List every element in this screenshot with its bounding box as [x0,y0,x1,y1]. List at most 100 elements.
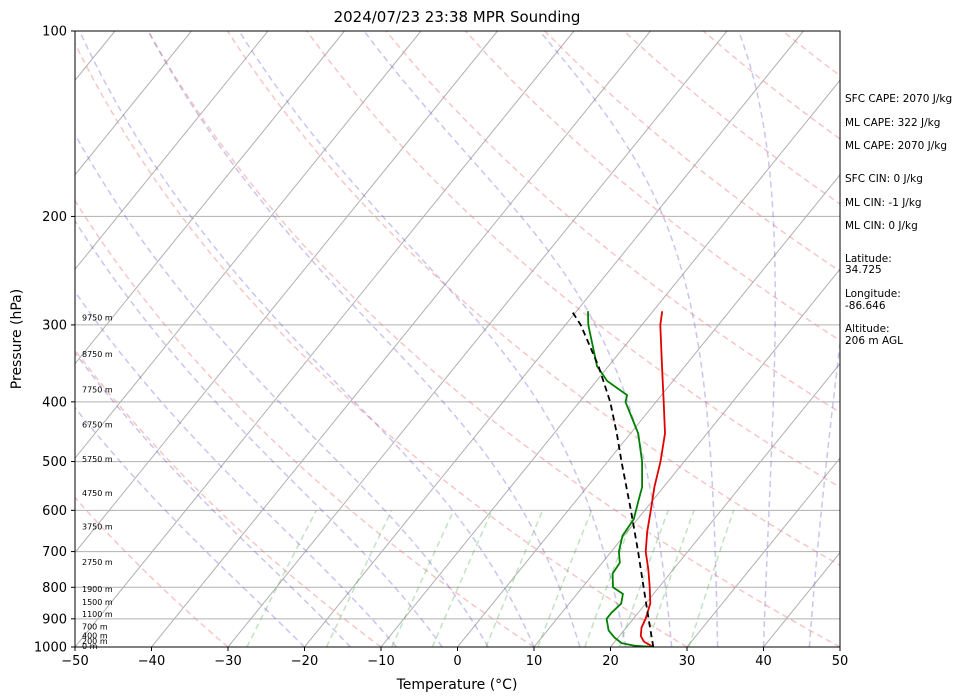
mixing-ratio-line [584,510,637,647]
moist-adiabat-line [75,406,306,647]
height-label: 4750 m [82,489,113,498]
mixing-ratio-line [537,510,593,647]
moist-adiabat-line [75,219,443,647]
x-tick-label: −40 [138,654,165,669]
y-axis-title: Pressure (hPa) [9,289,25,389]
isotherm-line [610,362,840,647]
axis-ticks: −50 −40 −30 −20 −10 0 10 20 30 40 50 1000 900 800 700 6… [34,25,848,670]
stat-latitude-label: Latitude: [845,253,892,265]
height-label: 3750 m [82,523,113,532]
x-tick-label: 10 [526,654,543,669]
height-label: 1900 m [82,585,113,594]
background-reference-lines [75,31,840,647]
height-label: 700 m [82,623,108,632]
y-tick-label: 600 [42,504,67,519]
x-tick-label: 20 [602,654,619,669]
moist-adiabat-line [363,31,673,647]
stat-longitude-value: -86.646 [845,300,886,312]
isotherm-line [75,31,269,271]
moist-adiabat-line [75,351,351,647]
mixing-ratio-line [391,509,455,647]
moist-adiabat-line [75,132,489,647]
stat-ml-cin-2: ML CIN: 0 J/kg [845,220,918,232]
dry-adiabat-line [75,41,688,647]
stat-sfc-cin: SFC CIN: 0 J/kg [845,173,923,185]
isotherm-line [75,31,575,647]
y-tick-label: 500 [42,455,67,470]
isotherm-line [380,79,840,647]
dry-adiabat-line [464,31,840,342]
stat-altitude-value: 206 m AGL [845,335,903,347]
dry-adiabat-line [75,199,535,647]
moist-adiabat-line [75,290,397,647]
x-tick-label: −50 [61,654,88,669]
mixing-ratio-line [246,509,317,647]
stats-panel: SFC CAPE: 2070 J/kg ML CAPE: 322 J/kg ML… [845,93,952,347]
height-label: 6750 m [82,421,113,430]
stat-altitude-label: Altitude: [845,323,890,335]
x-axis-title: Temperature (°C) [396,677,518,693]
moist-adiabat-line [147,31,581,647]
sounding-profiles [571,310,666,647]
height-label: 5750 m [82,455,113,464]
isotherm-line [457,173,840,647]
isotherm-line [227,31,728,647]
y-tick-label: 700 [42,545,67,560]
isotherm-line [686,457,840,647]
isotherm-line [75,31,498,554]
stat-longitude-label: Longitude: [845,288,901,300]
dewpoint-profile-line [587,311,654,647]
height-label: 1100 m [82,610,113,619]
y-tick-label: 1000 [34,641,67,656]
x-tick-label: −30 [214,654,241,669]
isotherm-line [75,31,345,365]
stat-latitude-value: 34.725 [845,264,882,276]
isotherm-line [75,31,422,459]
isotherm-line [151,31,651,647]
isotherm-line [75,31,192,176]
dry-adiabat-line [226,31,840,567]
stat-ml-cin-1: ML CIN: -1 J/kg [845,197,922,209]
y-tick-label: 300 [42,318,67,333]
height-label: 7750 m [82,385,113,394]
x-tick-label: 50 [832,654,849,669]
x-tick-label: −20 [291,654,318,669]
y-tick-label: 400 [42,395,67,410]
height-label: 400 m [82,632,108,641]
parcel-profile-line [571,310,655,647]
moist-adiabat-line [808,337,840,647]
x-tick-label: 30 [679,654,696,669]
temperature-profile-line [639,311,666,647]
dry-adiabat-line [75,496,229,647]
x-tick-label: 0 [453,654,461,669]
height-label: 9750 m [82,314,113,323]
height-label: 1500 m [82,598,113,607]
moist-adiabat-line [737,31,777,647]
isotherm-line [304,31,804,647]
mixing-ratio-line [688,510,735,647]
x-tick-label: −10 [367,654,394,669]
moist-adiabat-line [539,31,719,647]
height-label: 8750 m [82,350,113,359]
dry-adiabat-line [75,348,382,647]
dry-adiabat-line [147,31,840,647]
mixing-ratio-line [325,509,393,647]
chart-title: 2024/07/23 23:38 MPR Sounding [334,8,581,26]
stat-ml-cape-1: ML CAPE: 322 J/kg [845,117,940,129]
x-tick-label: 40 [755,654,772,669]
mixing-ratio-line [618,510,670,647]
stat-ml-cape-2: ML CAPE: 2070 J/kg [845,140,947,152]
mixing-ratio-line [485,510,544,647]
height-label: 200 m [82,637,108,646]
mixing-ratio-line [645,510,695,647]
height-label: 2750 m [82,558,113,567]
stat-sfc-cape: SFC CAPE: 2070 J/kg [845,93,952,105]
y-tick-label: 900 [42,612,67,627]
mixing-ratio-line [431,509,493,647]
y-tick-label: 200 [42,210,67,225]
y-tick-label: 100 [42,25,67,40]
moist-adiabat-line [238,31,627,647]
isotherm-line [533,268,840,647]
